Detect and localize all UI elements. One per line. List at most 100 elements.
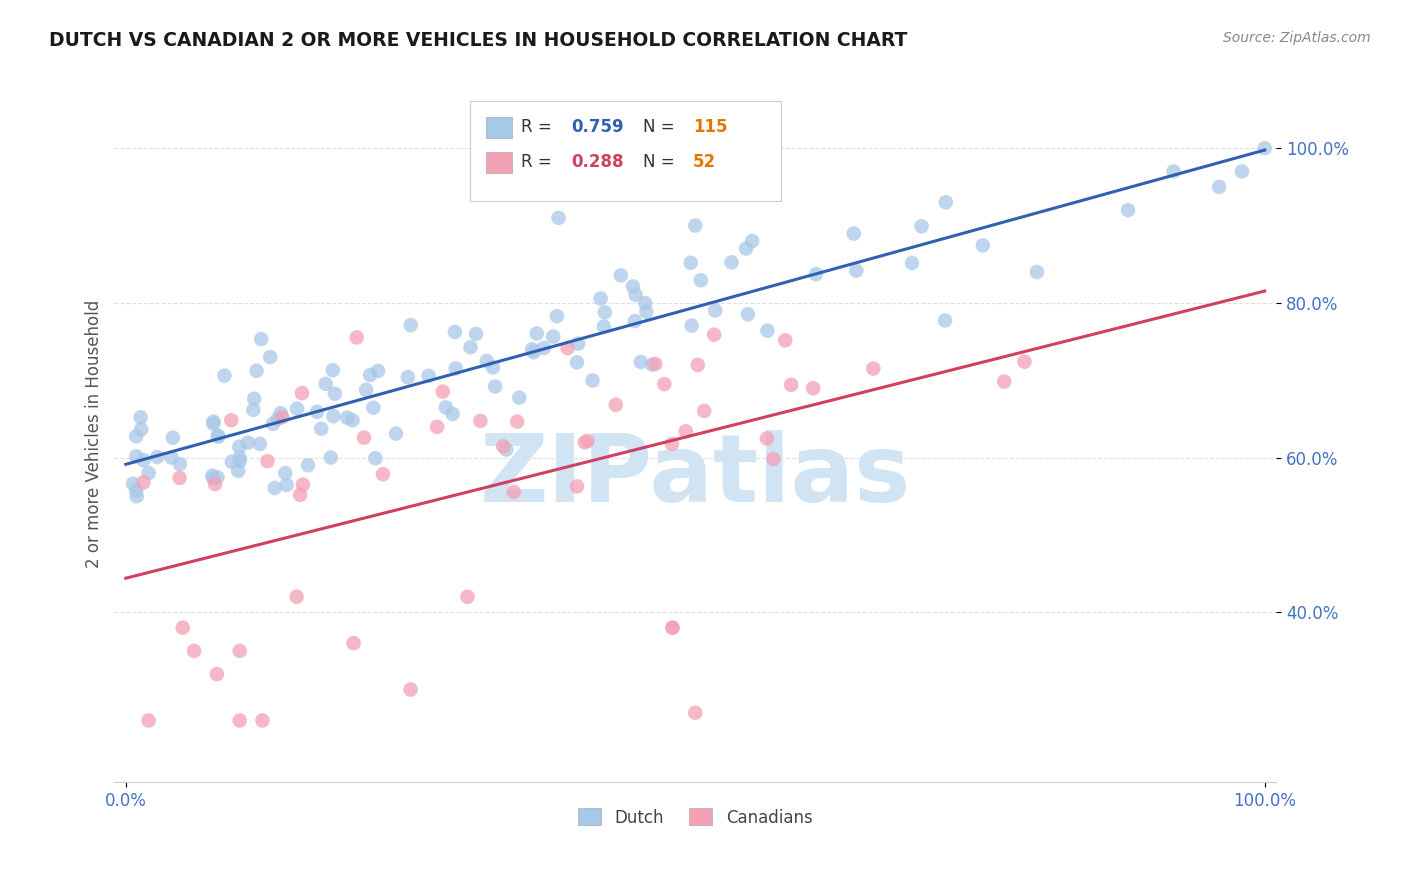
Point: [636, 305, 658, 319]
Point: [291, 477, 314, 491]
Legend: Dutch, Canadians: Dutch, Canadians: [571, 802, 820, 833]
Point: [259, 350, 281, 364]
Point: [935, 195, 957, 210]
Point: [276, 478, 298, 492]
Point: [274, 466, 297, 480]
Point: [801, 381, 824, 395]
Point: [546, 309, 568, 323]
Text: Source: ZipAtlas.com: Source: ZipAtlas.com: [1223, 31, 1371, 45]
Point: [610, 268, 633, 283]
Point: [654, 377, 676, 392]
Point: [418, 368, 440, 383]
Point: [305, 405, 328, 419]
Point: [291, 386, 314, 401]
Point: [557, 341, 579, 355]
Point: [470, 414, 492, 428]
Point: [207, 470, 229, 484]
Point: [226, 464, 249, 478]
Point: [129, 422, 152, 436]
Point: [441, 407, 464, 421]
Point: [262, 417, 284, 431]
Point: [125, 429, 148, 443]
Point: [624, 314, 647, 328]
Point: [342, 413, 364, 427]
FancyBboxPatch shape: [486, 153, 512, 173]
Point: [741, 234, 763, 248]
Point: [506, 415, 529, 429]
Point: [526, 326, 548, 341]
Point: [574, 435, 596, 450]
Point: [576, 434, 599, 448]
Text: 0.759: 0.759: [571, 118, 624, 136]
Point: [634, 296, 657, 310]
Point: [934, 313, 956, 327]
Point: [336, 410, 359, 425]
Point: [367, 364, 389, 378]
Point: [285, 590, 308, 604]
Text: DUTCH VS CANADIAN 2 OR MORE VEHICLES IN HOUSEHOLD CORRELATION CHART: DUTCH VS CANADIAN 2 OR MORE VEHICLES IN …: [49, 31, 908, 50]
Point: [661, 621, 683, 635]
Point: [263, 481, 285, 495]
Point: [322, 363, 344, 377]
Point: [901, 256, 924, 270]
Point: [661, 621, 683, 635]
Point: [495, 442, 517, 457]
Point: [492, 439, 515, 453]
Point: [256, 454, 278, 468]
Point: [567, 336, 589, 351]
Point: [683, 219, 706, 233]
Point: [204, 477, 226, 491]
Point: [703, 327, 725, 342]
Point: [243, 392, 266, 406]
Point: [353, 431, 375, 445]
Point: [364, 451, 387, 466]
Text: R =: R =: [522, 153, 557, 171]
FancyBboxPatch shape: [486, 117, 512, 138]
Point: [202, 415, 225, 429]
Point: [621, 279, 644, 293]
Point: [434, 401, 457, 415]
Point: [756, 324, 779, 338]
Point: [363, 401, 385, 415]
Point: [630, 355, 652, 369]
Point: [565, 355, 588, 369]
Text: 0.288: 0.288: [571, 153, 623, 171]
Point: [502, 484, 524, 499]
Point: [146, 450, 169, 464]
Point: [1230, 164, 1253, 178]
Point: [285, 401, 308, 416]
Point: [201, 468, 224, 483]
Point: [508, 391, 530, 405]
Point: [605, 398, 627, 412]
Point: [1254, 141, 1277, 155]
Point: [132, 453, 155, 467]
Point: [444, 361, 467, 376]
Point: [315, 376, 337, 391]
Point: [125, 489, 148, 503]
Point: [359, 368, 381, 382]
Point: [693, 404, 716, 418]
Point: [522, 343, 544, 357]
Point: [385, 426, 408, 441]
Point: [593, 305, 616, 319]
Point: [271, 410, 294, 425]
Point: [910, 219, 932, 234]
Point: [581, 374, 603, 388]
Point: [460, 340, 482, 354]
Point: [319, 450, 342, 465]
Point: [735, 242, 758, 256]
Point: [252, 714, 274, 728]
Point: [323, 386, 346, 401]
Y-axis label: 2 or more Vehicles in Household: 2 or more Vehicles in Household: [86, 301, 103, 568]
Point: [456, 590, 478, 604]
Point: [396, 370, 419, 384]
Point: [132, 475, 155, 490]
Point: [432, 384, 454, 399]
Point: [399, 318, 422, 333]
Point: [122, 476, 145, 491]
Point: [993, 375, 1015, 389]
Point: [311, 422, 333, 436]
Point: [236, 435, 259, 450]
Point: [565, 479, 588, 493]
Point: [169, 471, 191, 485]
